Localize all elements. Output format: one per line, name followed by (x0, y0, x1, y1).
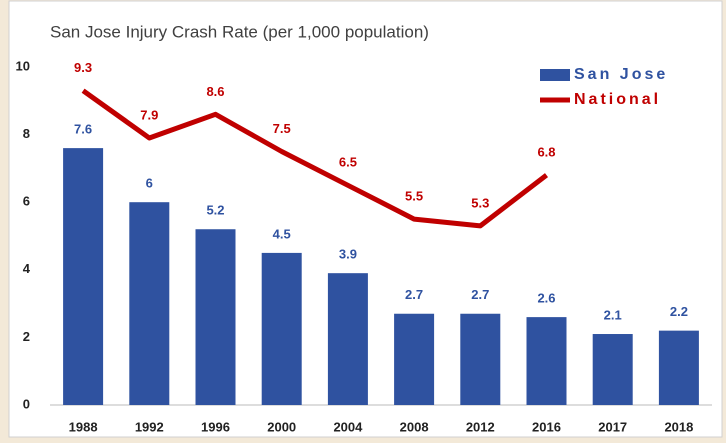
x-tick-label: 1996 (201, 419, 230, 434)
legend-swatch (540, 69, 570, 81)
data-label: 3.9 (339, 247, 357, 262)
data-label: 6 (146, 176, 153, 191)
x-tick-label: 2018 (664, 419, 693, 434)
bar (394, 313, 435, 405)
data-label: 5.5 (405, 189, 423, 204)
data-label: 2.1 (604, 307, 622, 322)
data-label: 2.7 (471, 287, 489, 302)
bar (63, 148, 104, 405)
data-label: 7.5 (273, 121, 291, 136)
data-label: 2.6 (537, 291, 555, 306)
x-tick-label: 2012 (466, 419, 495, 434)
data-label: 8.6 (206, 84, 224, 99)
bar (592, 334, 633, 405)
data-label: 6.5 (339, 155, 357, 170)
bar (261, 252, 302, 405)
bar (129, 202, 170, 405)
legend-label: National (574, 91, 661, 108)
x-tick-label: 2004 (333, 419, 363, 434)
data-label: 5.3 (471, 195, 489, 210)
bar (195, 229, 236, 405)
y-tick-label: 4 (23, 261, 31, 276)
x-tick-label: 1988 (69, 419, 98, 434)
data-label: 9.3 (74, 60, 92, 75)
bar (460, 313, 501, 405)
bar (658, 330, 699, 405)
x-tick-label: 2017 (598, 419, 627, 434)
line (81, 88, 549, 229)
x-tick-label: 1992 (135, 419, 164, 434)
y-tick-label: 2 (23, 329, 30, 344)
bar (327, 273, 368, 405)
chart-title: San Jose Injury Crash Rate (per 1,000 po… (50, 22, 429, 41)
y-tick-label: 8 (23, 126, 30, 141)
data-label: 2.2 (670, 304, 688, 319)
x-tick-label: 2016 (532, 419, 561, 434)
y-tick-label: 6 (23, 194, 30, 209)
data-label: 4.5 (273, 226, 291, 241)
data-label: 6.8 (537, 145, 555, 160)
data-label: 7.9 (140, 107, 158, 122)
data-label: 2.7 (405, 287, 423, 302)
legend-label: San Jose (574, 66, 668, 83)
data-label: 5.2 (206, 203, 224, 218)
data-label: 7.6 (74, 122, 92, 137)
x-tick-label: 2000 (267, 419, 296, 434)
x-tick-label: 2008 (400, 419, 429, 434)
bar (526, 317, 567, 405)
y-tick-label: 10 (16, 58, 30, 73)
y-tick-label: 0 (23, 396, 30, 411)
